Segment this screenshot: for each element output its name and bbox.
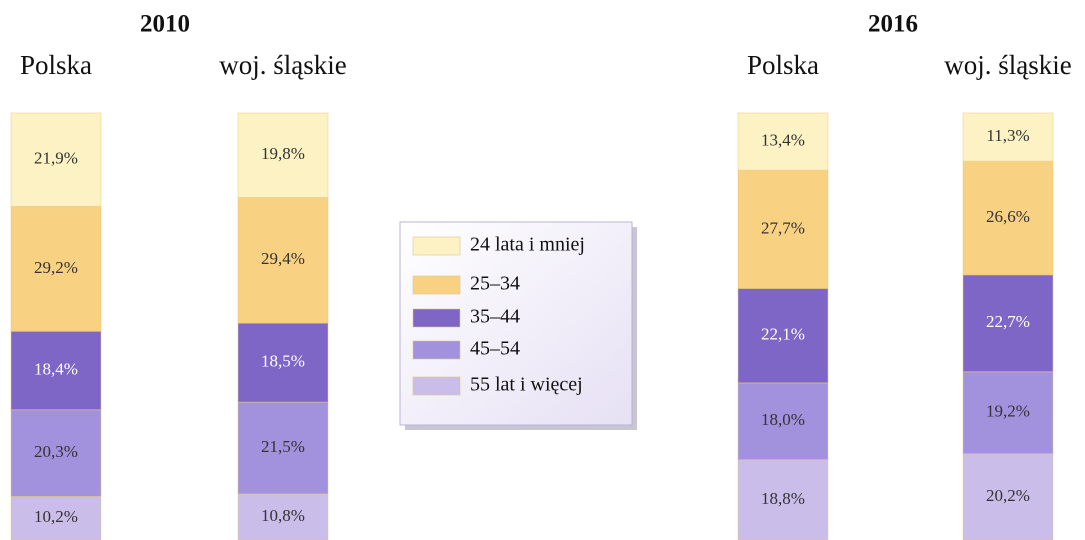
value-label: 18,5% [261, 351, 305, 370]
bar-segment [10, 206, 102, 332]
bar-segment [10, 330, 102, 411]
value-label: 29,2% [34, 258, 78, 277]
bar-segment [737, 459, 829, 540]
legend-swatch [412, 340, 461, 360]
value-label: 22,1% [761, 325, 805, 344]
legend-swatch [412, 308, 461, 328]
bar-segment [737, 169, 829, 289]
value-label: 29,4% [261, 249, 305, 268]
bar-segment [737, 287, 829, 384]
legend-label: 55 lat i więcej [470, 374, 583, 396]
legend-label: 24 lata i mniej [470, 234, 585, 256]
value-label: 10,2% [34, 507, 78, 526]
bar-segment [237, 493, 329, 540]
legend-label: 25–34 [470, 273, 520, 295]
value-label: 20,3% [34, 442, 78, 461]
bar-segment [962, 160, 1054, 276]
value-label: 11,3% [986, 126, 1029, 145]
value-label: 19,2% [986, 402, 1030, 421]
bar-segment [237, 112, 329, 199]
bar-segment [737, 112, 829, 171]
legend-swatch [412, 236, 461, 256]
value-label: 21,5% [261, 437, 305, 456]
value-label: 26,6% [986, 207, 1030, 226]
legend-swatch [412, 376, 461, 396]
category-label: Polska [747, 50, 819, 80]
value-label: 18,4% [34, 359, 78, 378]
legend-swatch [412, 275, 461, 295]
value-label: 18,0% [761, 410, 805, 429]
bar-segment [962, 371, 1054, 455]
value-label: 18,8% [761, 489, 805, 508]
bar-segment [10, 112, 102, 208]
value-label: 20,2% [986, 486, 1030, 505]
category-label: Polska [20, 50, 92, 80]
legend-label: 45–54 [470, 338, 520, 360]
bar-segment [962, 112, 1054, 162]
value-label: 10,8% [261, 506, 305, 525]
value-label: 27,7% [761, 218, 805, 237]
bar-segment [737, 382, 829, 461]
value-label: 19,8% [261, 144, 305, 163]
bar-segment [10, 409, 102, 497]
group-title: 2010 [140, 11, 190, 38]
legend-label: 35–44 [470, 306, 520, 328]
bar-segment [962, 453, 1054, 540]
value-label: 22,7% [986, 312, 1030, 331]
bar-segment [237, 197, 329, 324]
value-label: 21,9% [34, 149, 78, 168]
category-label: woj. śląskie [944, 50, 1072, 80]
category-label: woj. śląskie [219, 50, 347, 80]
group-title: 2016 [868, 11, 918, 38]
value-label: 13,4% [761, 131, 805, 150]
